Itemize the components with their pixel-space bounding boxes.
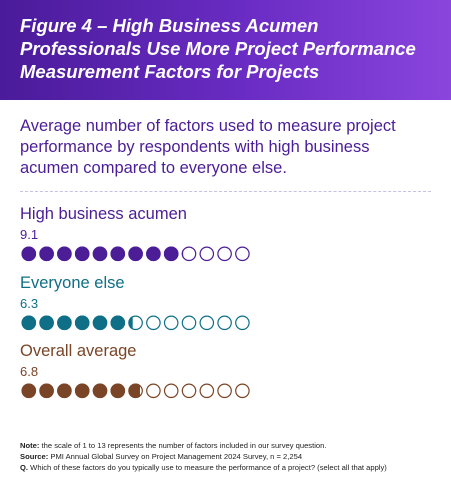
dot-fill	[128, 383, 140, 399]
note-text: Which of these factors do you typically …	[30, 463, 387, 472]
dot-fill	[110, 315, 126, 330]
dot-outline	[128, 315, 143, 330]
dot-outline	[92, 246, 108, 262]
dot-outline	[21, 246, 37, 262]
dot-outline	[217, 246, 232, 262]
note: Note: the scale of 1 to 13 represents th…	[20, 440, 400, 451]
divider	[20, 191, 431, 192]
dot-fill	[21, 315, 37, 330]
dot-outline	[217, 315, 232, 330]
dot-outline	[39, 246, 54, 262]
dot-outline	[57, 383, 72, 399]
dot-outline	[181, 315, 197, 330]
dot-outline	[21, 315, 37, 330]
dot-scale	[21, 315, 250, 330]
group-name: Everyone else	[20, 273, 125, 292]
note-label: Q.	[20, 463, 29, 472]
dot-outline	[39, 315, 54, 330]
dot-outline	[110, 315, 126, 330]
dot-outline	[163, 383, 179, 399]
header: Figure 4 – High Business Acumen Professi…	[0, 0, 451, 100]
note-label: Source:	[20, 452, 49, 461]
dot-fill	[74, 315, 90, 330]
chart-title: Figure 4 – High Business Acumen Professi…	[20, 15, 416, 82]
dot-outline	[146, 383, 161, 399]
dot-fill	[74, 383, 90, 399]
dot-outline	[199, 315, 215, 330]
note: Q. Which of these factors do you typical…	[20, 462, 400, 473]
dot-outline	[110, 383, 126, 399]
group: Everyone else 6.3	[20, 273, 431, 332]
dot-outline	[57, 315, 72, 330]
group: Overall average 6.8	[20, 341, 431, 400]
dot-fill	[163, 246, 179, 262]
dot-fill	[146, 246, 161, 262]
dot-outline	[163, 246, 179, 262]
dot-outline	[21, 383, 37, 399]
dot-fill	[128, 246, 143, 262]
dot-fill	[92, 383, 108, 399]
dot-outline	[128, 383, 143, 399]
dot-fill	[57, 246, 72, 262]
note-text: PMI Annual Global Survey on Project Mana…	[50, 452, 303, 461]
group-name: Overall average	[20, 342, 137, 361]
dot-fill	[92, 246, 108, 262]
dot-scale	[21, 383, 250, 399]
dot-outline	[235, 383, 250, 399]
note-text: the scale of 1 to 13 represents the numb…	[41, 441, 327, 450]
dot-fill	[74, 246, 90, 262]
dot-outline	[74, 246, 90, 262]
chart-subtitle: Average number of factors used to measur…	[20, 117, 396, 177]
dot-outline	[74, 383, 90, 399]
dot-fill	[110, 383, 126, 399]
dot-fill	[39, 246, 54, 262]
value-label: 9.1	[20, 227, 39, 242]
dot-scale	[21, 246, 250, 262]
dot-outline	[181, 383, 197, 399]
dot-fill	[39, 315, 54, 330]
dot-outline	[92, 383, 108, 399]
dot-outline	[235, 246, 250, 262]
group: High business acumen 9.1	[20, 204, 431, 263]
value-label: 6.3	[20, 295, 39, 311]
dot-outline	[57, 246, 72, 262]
dot-outline	[235, 315, 250, 330]
dot-fill	[39, 383, 54, 399]
dot-outline	[39, 383, 54, 399]
dot-fill	[57, 383, 72, 399]
dot-fill	[21, 246, 37, 262]
value-label: 6.8	[20, 364, 39, 380]
dot-outline	[146, 246, 161, 262]
dot-outline	[199, 383, 215, 399]
note: Source: PMI Annual Global Survey on Proj…	[20, 451, 400, 462]
dot-fill	[92, 315, 108, 330]
dot-outline	[163, 315, 179, 330]
dot-outline	[217, 383, 232, 399]
dot-outline	[146, 315, 161, 330]
dot-outline	[181, 246, 197, 262]
groups: High business acumen 9.1 Everyone else 6.3 O…	[0, 192, 451, 400]
notes: Note: the scale of 1 to 13 represents th…	[20, 440, 400, 473]
dot-outline	[110, 246, 126, 262]
dot-fill	[57, 315, 72, 330]
note-label: Note:	[20, 441, 40, 450]
dot-outline	[92, 315, 108, 330]
dot-fill	[21, 383, 37, 399]
dot-outline	[128, 246, 143, 262]
dot-outline	[74, 315, 90, 330]
dot-fill	[110, 246, 126, 262]
group-name: High business acumen	[20, 205, 187, 223]
dot-outline	[199, 246, 215, 262]
